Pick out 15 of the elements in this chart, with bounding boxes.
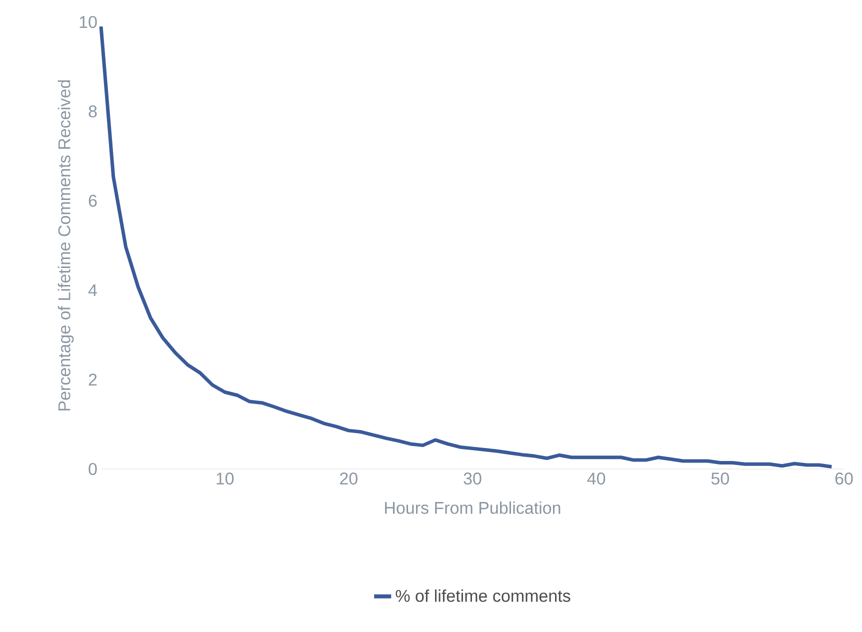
y-tick-label: 6 xyxy=(88,194,97,207)
legend-label: % of lifetime comments xyxy=(396,589,570,602)
y-tick-label: 2 xyxy=(88,374,97,386)
x-tick-label: 20 xyxy=(340,472,358,485)
x-axis-title: Hours From Publication xyxy=(385,501,560,514)
x-tick-label: 30 xyxy=(464,472,482,485)
y-tick-label: 4 xyxy=(88,284,97,296)
y-tick-label: 8 xyxy=(88,105,97,118)
x-tick-label: 10 xyxy=(216,472,234,485)
y-tick-label: 0 xyxy=(88,462,97,476)
y-tick-label: 10 xyxy=(80,16,97,28)
y-axis-title: Percentage of Lifetime Comments Received xyxy=(58,80,74,410)
x-tick-label: 60 xyxy=(835,472,853,485)
x-tick-label: 40 xyxy=(587,472,606,485)
x-tick-label: 50 xyxy=(711,472,729,485)
